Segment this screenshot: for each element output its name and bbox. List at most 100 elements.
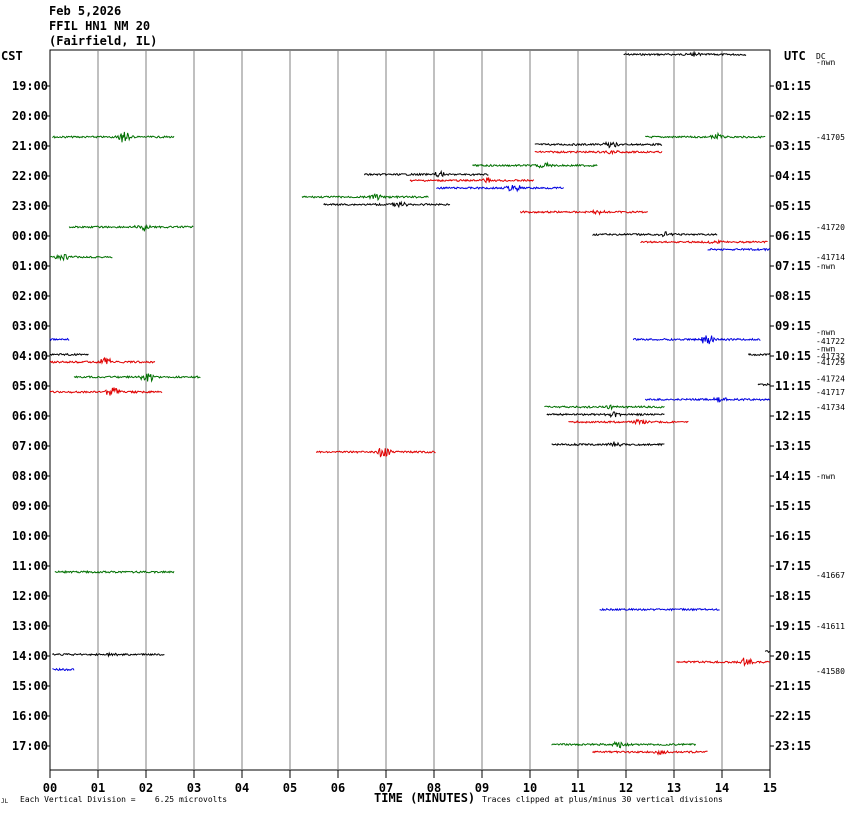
- seismic-trace-black: [52, 651, 165, 658]
- footer-left-mark: JL: [1, 798, 9, 805]
- utc-hour-label: 21:15: [775, 679, 811, 693]
- seismic-trace-black: [323, 200, 451, 209]
- cst-hour-label: 15:00: [12, 679, 48, 693]
- seismic-trace-green: [73, 373, 201, 383]
- cst-hour-label: 19:00: [12, 79, 48, 93]
- cst-hour-label: 17:00: [12, 739, 48, 753]
- seismic-trace-red: [315, 448, 436, 458]
- seismic-trace-green: [54, 569, 175, 574]
- utc-hour-label: 15:15: [775, 499, 811, 513]
- trace-annotation: -nwn: [816, 262, 835, 271]
- trace-annotation: -41732: [816, 352, 845, 361]
- x-tick-label: 02: [139, 781, 153, 795]
- seismic-trace-green: [52, 131, 175, 143]
- cst-hour-label: 02:00: [12, 289, 48, 303]
- utc-hour-label: 01:15: [775, 79, 811, 93]
- seismic-trace-blue: [632, 335, 761, 345]
- header-block: Feb 5,2026 FFIL HN1 NM 20 (Fairfield, IL…: [49, 4, 157, 49]
- header-station: FFIL HN1 NM 20: [49, 19, 151, 33]
- x-tick-label: 11: [571, 781, 585, 795]
- x-tick-label: 00: [43, 781, 57, 795]
- trace-annotation: -41717: [816, 388, 845, 397]
- x-axis-title: TIME (MINUTES): [374, 791, 475, 805]
- x-tick-label: 08: [427, 781, 441, 795]
- x-tick-label: 04: [235, 781, 249, 795]
- seismic-trace-red: [409, 176, 535, 184]
- x-tick-label: 13: [667, 781, 681, 795]
- footer-clip-note: Traces clipped at plus/minus 30 vertical…: [482, 795, 723, 804]
- footer-scale-note: Each Vertical Division = 6.25 microvolts: [20, 795, 227, 804]
- utc-hour-label: 09:15: [775, 319, 811, 333]
- cst-hour-label: 04:00: [12, 349, 48, 363]
- header-location: (Fairfield, IL): [49, 34, 158, 48]
- trace-annotation: -nwn: [816, 328, 835, 337]
- cst-hour-label: 01:00: [12, 259, 48, 273]
- seismic-trace-black: [546, 410, 665, 419]
- seismic-trace-green: [645, 131, 766, 140]
- cst-hour-label: 23:00: [12, 199, 48, 213]
- seismic-trace-red: [640, 238, 768, 244]
- trace-annotation: -41734: [816, 403, 845, 412]
- utc-hour-label: 08:15: [775, 289, 811, 303]
- seismic-trace-blue: [52, 667, 75, 672]
- seismic-trace-black: [363, 169, 489, 178]
- trace-annotation: -41722: [816, 337, 845, 346]
- seismic-trace-blue: [707, 247, 771, 252]
- seismic-trace-black: [623, 50, 747, 57]
- utc-hour-label: 14:15: [775, 469, 811, 483]
- utc-hour-label: 12:15: [775, 409, 811, 423]
- x-tick-label: 01: [91, 781, 105, 795]
- seismic-trace-red: [568, 418, 689, 426]
- utc-hour-label: 17:15: [775, 559, 811, 573]
- cst-hour-label: 20:00: [12, 109, 48, 123]
- x-tick-label: 06: [331, 781, 345, 795]
- cst-hour-label: 08:00: [12, 469, 48, 483]
- x-tick-label: 15: [763, 781, 777, 795]
- trace-annotation: -nwn: [816, 58, 835, 67]
- cst-hour-label: 13:00: [12, 619, 48, 633]
- seismic-trace-black: [551, 441, 665, 448]
- seismic-trace-black: [534, 140, 663, 149]
- seismic-trace-green: [472, 161, 598, 169]
- seismic-trace-red: [49, 387, 163, 396]
- trace-annotation: -41714: [816, 253, 845, 262]
- cst-hour-label: 14:00: [12, 649, 48, 663]
- seismic-trace-blue: [49, 337, 70, 342]
- cst-hour-label: 12:00: [12, 589, 48, 603]
- utc-hour-label: 20:15: [775, 649, 811, 663]
- x-tick-label: 09: [475, 781, 489, 795]
- trace-annotation: -41611: [816, 622, 845, 631]
- x-tick-label: 03: [187, 781, 201, 795]
- utc-hour-label: 18:15: [775, 589, 811, 603]
- x-tick-label: 12: [619, 781, 633, 795]
- utc-hour-label: 13:15: [775, 439, 811, 453]
- cst-hour-label: 10:00: [12, 529, 48, 543]
- cst-hour-label: 09:00: [12, 499, 48, 513]
- trace-annotation: -41705: [816, 133, 845, 142]
- cst-hour-label: 16:00: [12, 709, 48, 723]
- utc-hour-label: 02:15: [775, 109, 811, 123]
- trace-annotation: -nwn: [816, 345, 835, 354]
- trace-annotation: -41720: [816, 223, 845, 232]
- trace-annotation: -41580: [816, 667, 845, 676]
- trace-annotation: DC: [816, 52, 826, 61]
- cst-hour-label: 22:00: [12, 169, 48, 183]
- cst-corner-label: CST: [1, 49, 23, 63]
- seismic-trace-red: [519, 208, 648, 216]
- x-tick-label: 07: [379, 781, 393, 795]
- seismic-trace-red: [592, 749, 708, 756]
- trace-annotation: -41667: [816, 571, 845, 580]
- utc-hour-label: 22:15: [775, 709, 811, 723]
- seismic-trace-red: [49, 356, 156, 365]
- x-tick-label: 05: [283, 781, 297, 795]
- seismic-trace-black: [592, 231, 718, 238]
- seismic-trace-red: [676, 657, 771, 667]
- seismic-trace-blue: [436, 184, 564, 193]
- utc-corner-label: UTC: [784, 49, 806, 63]
- utc-hour-label: 07:15: [775, 259, 811, 273]
- utc-hour-label: 16:15: [775, 529, 811, 543]
- seismic-trace-green: [49, 253, 113, 262]
- trace-annotation: -nwn: [816, 472, 835, 481]
- cst-hour-label: 03:00: [12, 319, 48, 333]
